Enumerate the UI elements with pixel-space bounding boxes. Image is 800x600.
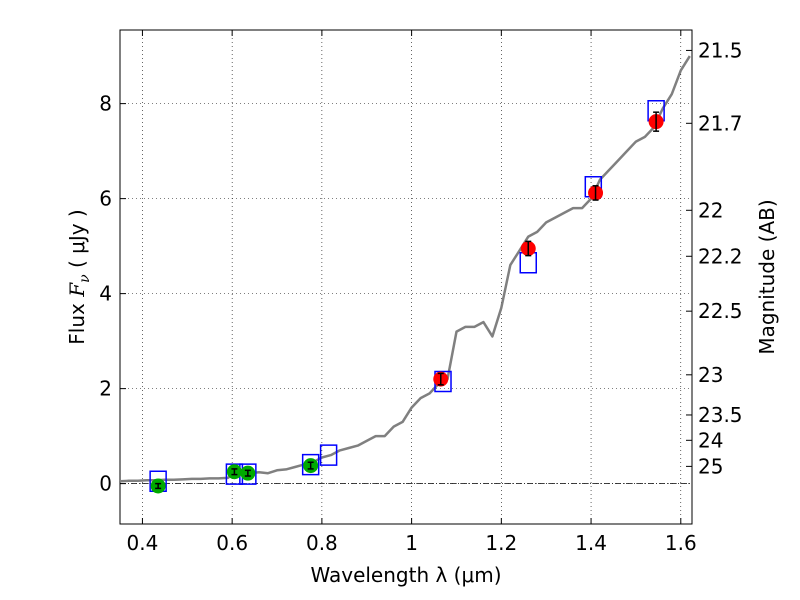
- mag-tick-label: 21.7: [698, 111, 743, 135]
- model-photometry-box: [319, 444, 338, 466]
- y2-axis-label: Magnitude (AB): [755, 199, 779, 354]
- mag-tick-label: 21.5: [698, 38, 743, 62]
- mag-tick-label: 23.5: [698, 403, 743, 427]
- y-axis-label: Flux Fν ( μJy ): [65, 209, 93, 344]
- plot-frame: [119, 29, 693, 525]
- y-tick-label: 4: [99, 282, 112, 306]
- axes-group: 0.4 0.6 0.8 1 1.2 1.4 1.60246821.521.72222.222…: [99, 30, 743, 555]
- x-tick-label: 1.4: [575, 531, 607, 555]
- mag-tick-label: 24: [698, 428, 723, 452]
- x-tick-label: 1.2: [485, 531, 517, 555]
- y-axis-label-subscript: ν: [77, 274, 93, 283]
- y-tick-label: 2: [99, 377, 112, 401]
- x-tick-label: 1: [405, 531, 418, 555]
- x-tick-label: 0.4: [127, 531, 159, 555]
- mag-tick-label: 22.2: [698, 244, 743, 268]
- y-tick-label: 0: [99, 472, 112, 496]
- model-photometry-group: [149, 100, 665, 492]
- mag-tick-label: 23: [698, 363, 723, 387]
- y-axis-label-suffix: ( μJy ): [65, 209, 89, 274]
- y-tick-label: 6: [99, 187, 112, 211]
- x-axis-label: Wavelength λ (μm): [310, 563, 501, 587]
- x-tick-label: 1.6: [665, 531, 697, 555]
- sed-model-line: [119, 55, 691, 483]
- grid-lines: [120, 30, 692, 524]
- y-axis-label-prefix: Flux: [65, 297, 89, 345]
- x-tick-label: 0.6: [216, 531, 248, 555]
- mag-tick-label: 22.5: [698, 299, 743, 323]
- observed-points-group: [150, 111, 664, 494]
- y-tick-label: 8: [99, 92, 112, 116]
- y-axis-label-symbol: F: [65, 282, 89, 298]
- x-tick-label: 0.8: [306, 531, 338, 555]
- mag-tick-label: 22: [698, 198, 723, 222]
- sed-model-group: [119, 55, 691, 483]
- mag-tick-label: 25: [698, 454, 723, 478]
- model-photometry-box: [301, 453, 320, 476]
